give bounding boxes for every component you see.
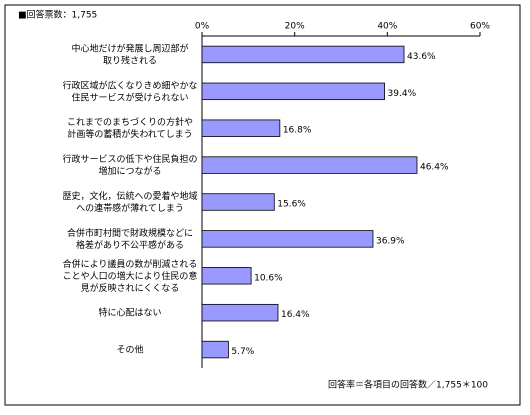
bar bbox=[201, 230, 374, 248]
y-tick-label: 特に心配はない bbox=[98, 306, 161, 318]
y-tick-label: 歴史，文化，伝統への愛着や地域への連帯感が薄れてしまう bbox=[62, 190, 197, 214]
value-label: 15.6% bbox=[277, 200, 306, 210]
y-tick-label: 行政サービスの低下や住民負担の増加につながる bbox=[62, 153, 197, 177]
bar bbox=[201, 340, 229, 359]
x-tick-label: 40% bbox=[377, 22, 397, 32]
y-tick-label: 合併市町村間で財政規模などに格差があり不公平感がある bbox=[67, 226, 193, 250]
y-tick-label: その他 bbox=[116, 343, 143, 355]
bar bbox=[201, 303, 279, 322]
chart-title: ■回答票数：1,755 bbox=[18, 9, 97, 21]
x-tick-label: 0% bbox=[195, 22, 210, 32]
note: 回答率＝各項目の回答数／1,755＊100 bbox=[328, 379, 488, 391]
x-tick-label: 60% bbox=[470, 22, 490, 32]
y-tick-label: 中心地だけが発展し周辺部が取り残される bbox=[71, 42, 188, 66]
value-label: 16.8% bbox=[283, 126, 312, 136]
bar bbox=[201, 82, 385, 101]
y-tick-label: これまでのまちづくりの方針や計画等の蓄積が失われてしまう bbox=[67, 116, 193, 140]
value-label: 10.6% bbox=[254, 273, 283, 283]
bar bbox=[201, 119, 281, 137]
value-label: 39.4% bbox=[388, 89, 417, 99]
value-label: 46.4% bbox=[420, 163, 449, 173]
value-label: 5.7% bbox=[231, 347, 254, 357]
value-label: 16.4% bbox=[281, 310, 310, 320]
bar bbox=[201, 267, 252, 285]
bar bbox=[201, 156, 418, 174]
y-tick-label: 行政区域が広くなりきめ細やかな住民サービスが受けられない bbox=[62, 79, 197, 103]
frame bbox=[4, 4, 521, 406]
y-tick-label: 合併により議員の数が削減されることや人口の増大により住民の意見が反映されにくくな… bbox=[63, 257, 198, 293]
value-label: 36.9% bbox=[376, 236, 405, 246]
value-label: 43.6% bbox=[407, 52, 436, 62]
x-tick-label: 20% bbox=[285, 22, 305, 32]
bar bbox=[201, 45, 405, 64]
bar bbox=[201, 193, 275, 211]
